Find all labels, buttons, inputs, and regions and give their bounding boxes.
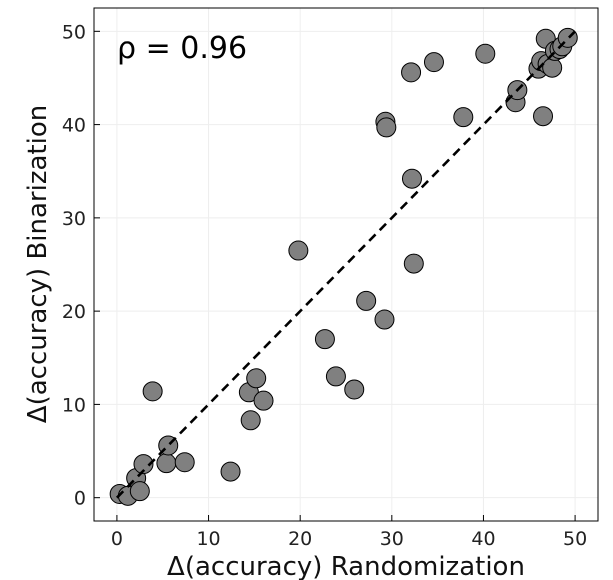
x-axis-label: Δ(accuracy) Randomization bbox=[167, 552, 525, 580]
data-point bbox=[403, 253, 424, 274]
data-point bbox=[475, 43, 496, 64]
y-tick-label: 30 bbox=[62, 208, 86, 230]
plot-frame bbox=[93, 7, 599, 522]
data-point bbox=[376, 117, 397, 138]
x-tick-label: 50 bbox=[563, 528, 587, 550]
y-tick-label: 50 bbox=[62, 21, 86, 43]
data-point bbox=[142, 381, 163, 402]
data-point bbox=[174, 452, 195, 473]
data-point bbox=[240, 410, 261, 431]
grid bbox=[94, 8, 598, 521]
data-point bbox=[453, 107, 474, 128]
data-point bbox=[401, 168, 422, 189]
x-tick-label: 0 bbox=[111, 528, 123, 550]
data-point bbox=[356, 290, 377, 311]
x-tick-label: 40 bbox=[471, 528, 495, 550]
y-tick-label: 0 bbox=[74, 488, 86, 510]
fit-line bbox=[115, 30, 577, 499]
data-point bbox=[253, 390, 274, 411]
data-point bbox=[156, 453, 177, 474]
data-point bbox=[288, 240, 309, 261]
data-point bbox=[325, 366, 346, 387]
y-tick-label: 20 bbox=[62, 301, 86, 323]
data-point bbox=[423, 52, 444, 73]
x-tick-label: 10 bbox=[196, 528, 220, 550]
data-point bbox=[533, 106, 554, 127]
y-tick-label: 40 bbox=[62, 115, 86, 137]
x-tick-label: 20 bbox=[288, 528, 312, 550]
correlation-annotation: ρ = 0.96 bbox=[117, 31, 247, 66]
x-tick-label: 30 bbox=[380, 528, 404, 550]
data-point bbox=[401, 62, 422, 83]
data-point bbox=[129, 481, 150, 502]
data-point bbox=[542, 57, 563, 78]
data-point bbox=[246, 368, 267, 389]
data-point bbox=[133, 454, 154, 475]
y-tick-label: 10 bbox=[62, 394, 86, 416]
y-axis-label: Δ(accuracy) Binarization bbox=[23, 105, 53, 423]
axis-ticks: 0 10 20 30 40 50 0 10 20 30 40 50 bbox=[62, 21, 587, 550]
data-point bbox=[314, 329, 335, 350]
data-point bbox=[344, 379, 365, 400]
data-point bbox=[374, 309, 395, 330]
data-point bbox=[220, 461, 241, 482]
